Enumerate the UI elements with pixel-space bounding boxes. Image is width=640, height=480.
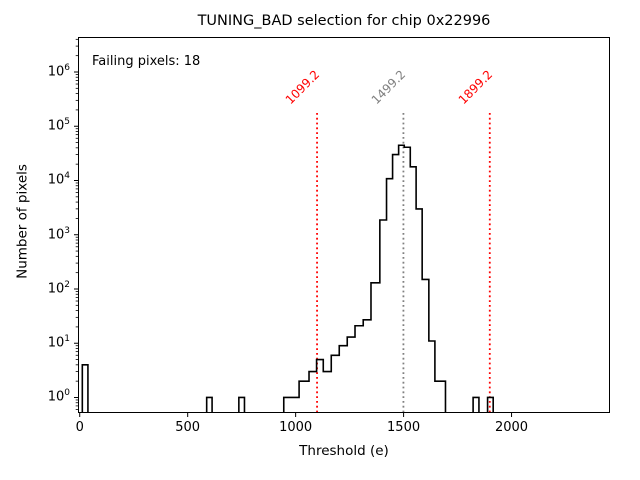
y-tick-label: 100	[47, 388, 70, 405]
x-tick-label: 1500	[387, 420, 421, 435]
x-axis-label: Threshold (e)	[299, 443, 389, 459]
y-tick-label: 104	[47, 171, 70, 188]
y-tick-label: 101	[47, 334, 70, 351]
axes-frame	[78, 37, 610, 413]
x-tick-label: 500	[175, 420, 201, 435]
y-tick-label: 103	[47, 225, 70, 243]
chart-title: TUNING_BAD selection for chip 0x22996	[197, 13, 491, 29]
y-tick-label: 106	[47, 62, 70, 80]
plot-area	[74, 37, 610, 417]
failing-pixels-annotation: Failing pixels: 18	[92, 54, 201, 69]
x-tick-label: 1000	[279, 420, 313, 435]
histogram-outline	[81, 144, 494, 413]
y-tick-label: 102	[47, 279, 70, 297]
x-tick-label: 2000	[494, 420, 529, 435]
y-tick-label: 105	[47, 117, 70, 134]
x-tick-label: 0	[75, 420, 84, 435]
